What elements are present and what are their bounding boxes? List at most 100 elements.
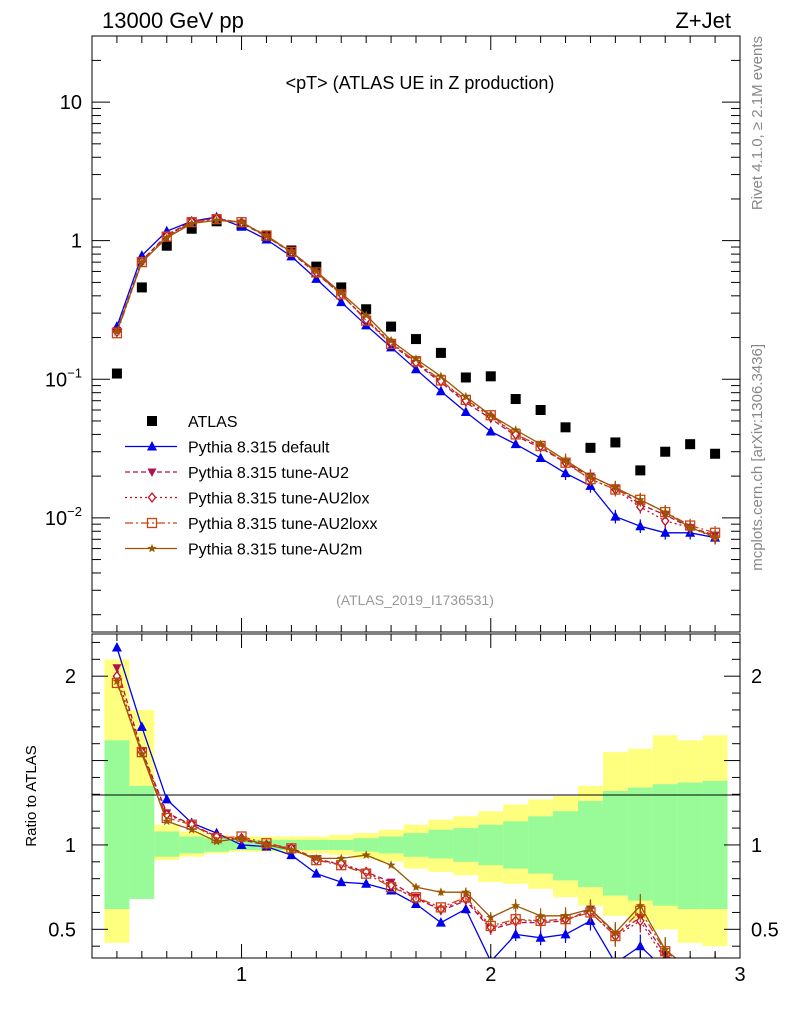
mcplots-label: mcplots.cern.ch [arXiv:1306.3436]	[749, 344, 766, 571]
ratio-point	[385, 881, 397, 893]
syst-band-bin	[328, 839, 354, 850]
main-series-line	[116, 219, 716, 538]
ratio-point	[411, 882, 421, 891]
ratio-point	[137, 749, 147, 758]
ratio-point	[460, 903, 471, 914]
data-point	[411, 363, 421, 374]
syst-band-bin	[303, 839, 329, 850]
data-point	[610, 482, 620, 492]
legend-marker	[147, 441, 157, 451]
ratio-point	[111, 642, 122, 652]
rivet-version-label: Rivet 4.1.0, ≥ 2.1M events	[749, 36, 766, 210]
syst-band-bin	[204, 838, 230, 852]
ratio-point	[685, 968, 695, 978]
main-series-0	[111, 216, 721, 476]
data-point	[685, 439, 696, 450]
ratio-point	[635, 940, 646, 951]
ratio-point	[535, 932, 546, 942]
data-point	[710, 448, 721, 459]
legend-label: Pythia 8.315 default	[188, 440, 330, 457]
data-point	[485, 425, 496, 436]
syst-band-bin	[553, 811, 578, 881]
ratio-point	[585, 904, 595, 913]
syst-band-bin	[403, 833, 429, 857]
data-point	[536, 439, 546, 449]
ratio-point	[635, 900, 645, 910]
ratio-point	[212, 836, 222, 846]
data-point	[386, 321, 397, 332]
ratio-point	[711, 964, 720, 973]
syst-band-bin	[602, 790, 628, 896]
ratio-axes: 1 2 3 2 2 1 1 0.5 0.5	[48, 634, 779, 986]
ratio-point	[361, 878, 372, 888]
ratio-point	[711, 966, 720, 975]
syst-band-bin	[503, 821, 529, 869]
ratio-point	[510, 928, 521, 939]
data-point	[161, 240, 172, 251]
data-point	[585, 471, 595, 480]
data-point	[386, 335, 396, 345]
syst-band-bin	[453, 828, 479, 862]
data-point	[560, 467, 571, 478]
data-point	[261, 231, 271, 240]
ratio-point	[361, 850, 371, 859]
legend-marker	[147, 416, 157, 426]
main-frame	[91, 35, 741, 633]
ratio-panel: 1 2 3 2 2 1 1 0.5 0.5 Ratio to ATLAS	[23, 633, 779, 986]
ratio-point	[336, 876, 347, 887]
ratio-uncertainty-bands	[104, 659, 728, 947]
data-point	[510, 438, 521, 449]
data-point	[237, 217, 247, 227]
syst-band-bin	[652, 784, 678, 906]
ratio-point	[561, 911, 571, 920]
syst-band-bin	[528, 816, 554, 874]
ratio-point	[336, 860, 347, 871]
legend-label: ATLAS	[188, 414, 238, 431]
ratio-point	[660, 944, 670, 954]
ratio-x-tick-label: 1	[236, 964, 247, 986]
syst-band-bin	[578, 801, 603, 888]
ratio-point	[615, 957, 616, 958]
data-point	[211, 214, 222, 225]
data-point	[535, 405, 546, 416]
data-point	[212, 215, 222, 225]
ratio-point	[410, 892, 422, 903]
data-point	[435, 385, 446, 396]
ratio-y-tick-label-right: 1	[751, 835, 762, 857]
ratio-point	[686, 968, 695, 977]
legend: ATLAS Pythia 8.315 default Pythia 8.315 tu…	[125, 414, 377, 559]
data-point	[186, 217, 197, 228]
data-point	[137, 257, 147, 266]
ratio-point	[386, 860, 396, 870]
energy-label: 13000 GeV pp	[102, 8, 244, 33]
data-point	[660, 446, 671, 457]
legend-entry: Pythia 8.315 tune-AU2	[125, 465, 349, 482]
data-point	[361, 310, 371, 320]
data-point	[187, 218, 197, 228]
syst-band-bin	[428, 829, 454, 859]
legend-entry: Pythia 8.315 tune-AU2loxx	[125, 516, 377, 533]
ratio-x-tick-label: 3	[734, 964, 745, 986]
data-point	[436, 371, 446, 381]
main-series-5	[112, 215, 720, 544]
ratio-point	[136, 746, 147, 758]
ratio-point	[436, 887, 446, 897]
data-point	[710, 532, 720, 541]
syst-band-bin	[478, 824, 504, 866]
ratio-point	[162, 816, 172, 826]
data-point	[560, 422, 571, 433]
ratio-point	[712, 967, 719, 976]
legend-entry: Pythia 8.315 tune-AU2lox	[125, 491, 369, 508]
data-point	[411, 354, 421, 363]
data-point	[336, 282, 347, 293]
data-point	[610, 511, 621, 521]
data-point	[460, 372, 471, 383]
ratio-point	[336, 853, 346, 863]
main-y-tick-label: 10−1	[45, 365, 82, 391]
ratio-point	[610, 927, 620, 937]
ratio-y-tick-label: 2	[65, 666, 76, 688]
analysis-watermark: (ATLAS_2019_I1736531)	[336, 592, 494, 608]
ratio-point	[361, 868, 372, 879]
data-point	[635, 520, 646, 531]
